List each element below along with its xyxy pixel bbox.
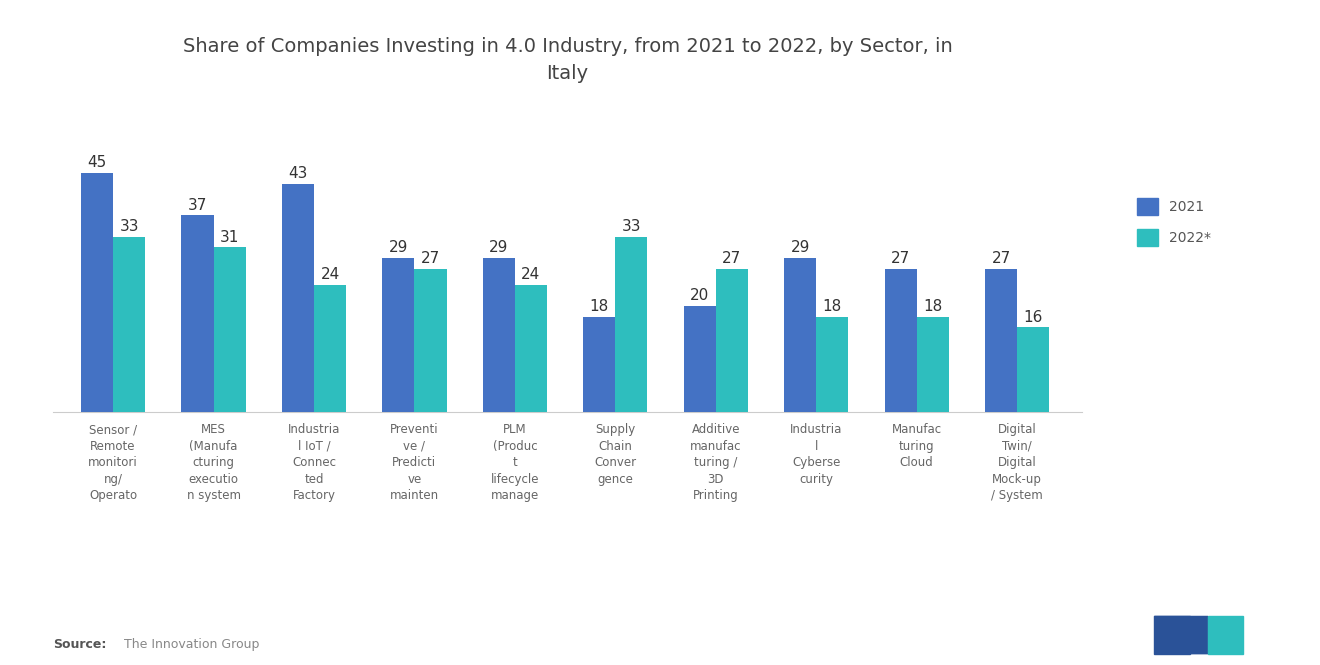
Bar	[181, 215, 214, 412]
Text: 27: 27	[722, 251, 742, 266]
Bar	[81, 173, 114, 412]
Text: The Innovation Group: The Innovation Group	[116, 638, 260, 652]
Text: 24: 24	[521, 267, 541, 282]
Text: 18: 18	[822, 299, 842, 314]
Text: 33: 33	[119, 219, 139, 234]
Bar	[214, 247, 246, 412]
Bar	[282, 184, 314, 412]
Bar	[784, 258, 816, 412]
Text: Source:: Source:	[53, 638, 106, 652]
Text: 43: 43	[288, 166, 308, 181]
Bar	[114, 237, 145, 412]
Text: 37: 37	[187, 198, 207, 213]
Bar	[515, 285, 546, 412]
Text: 27: 27	[891, 251, 911, 266]
Bar	[884, 269, 916, 412]
Bar	[715, 269, 748, 412]
Text: 33: 33	[622, 219, 642, 234]
Text: 18: 18	[923, 299, 942, 314]
Text: 29: 29	[791, 240, 810, 255]
Text: Share of Companies Investing in 4.0 Industry, from 2021 to 2022, by Sector, in
I: Share of Companies Investing in 4.0 Indu…	[182, 37, 953, 82]
Text: 29: 29	[490, 240, 508, 255]
Text: 18: 18	[590, 299, 609, 314]
Bar	[985, 269, 1018, 412]
Bar	[483, 258, 515, 412]
Bar	[383, 258, 414, 412]
Text: 45: 45	[87, 155, 107, 170]
Bar	[615, 237, 647, 412]
Polygon shape	[1154, 616, 1191, 654]
Text: 31: 31	[220, 229, 239, 245]
Text: 20: 20	[690, 288, 709, 303]
Bar	[414, 269, 446, 412]
Text: 24: 24	[321, 267, 339, 282]
Legend: 2021, 2022*: 2021, 2022*	[1130, 191, 1218, 253]
Bar	[684, 306, 715, 412]
Text: 29: 29	[388, 240, 408, 255]
Text: 27: 27	[991, 251, 1011, 266]
Polygon shape	[1154, 616, 1208, 654]
Bar	[583, 317, 615, 412]
Bar	[314, 285, 346, 412]
Bar	[916, 317, 949, 412]
Text: 16: 16	[1023, 309, 1043, 325]
Bar	[1018, 327, 1049, 412]
Bar	[816, 317, 849, 412]
Polygon shape	[1208, 616, 1243, 654]
Text: 27: 27	[421, 251, 440, 266]
